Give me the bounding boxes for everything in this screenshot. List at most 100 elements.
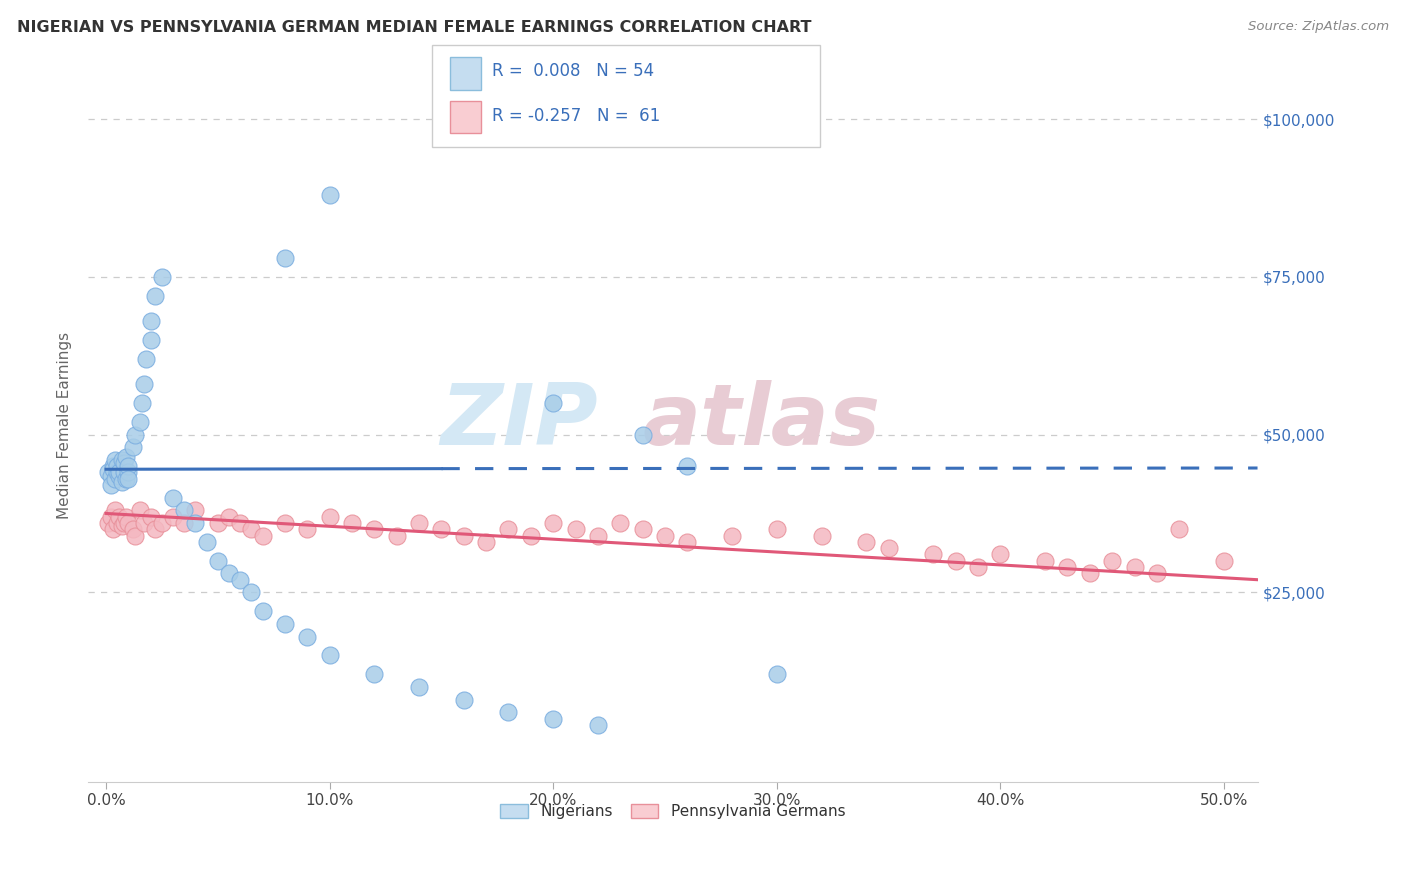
Point: [408, 516, 430, 530]
Point: [124, 427, 146, 442]
Point: [105, 459, 128, 474]
Point: [173, 503, 195, 517]
Point: [105, 516, 128, 530]
Point: [97, 466, 120, 480]
Point: [430, 522, 453, 536]
Point: [184, 503, 207, 517]
Point: [122, 522, 145, 536]
Point: [104, 452, 127, 467]
Point: [131, 396, 153, 410]
Point: [117, 459, 139, 474]
Point: [111, 452, 134, 467]
Point: [115, 450, 138, 464]
Point: [122, 440, 145, 454]
Point: [318, 509, 340, 524]
Point: [945, 554, 967, 568]
Point: [1213, 554, 1236, 568]
Point: [117, 516, 139, 530]
Point: [990, 548, 1012, 562]
Point: [173, 516, 195, 530]
Point: [363, 667, 385, 681]
Point: [143, 289, 166, 303]
Point: [453, 692, 475, 706]
Text: R =  0.008   N = 54: R = 0.008 N = 54: [492, 62, 654, 80]
Text: NIGERIAN VS PENNSYLVANIA GERMAN MEDIAN FEMALE EARNINGS CORRELATION CHART: NIGERIAN VS PENNSYLVANIA GERMAN MEDIAN F…: [17, 20, 811, 35]
Point: [1101, 554, 1123, 568]
Point: [810, 528, 832, 542]
Point: [104, 503, 127, 517]
Point: [97, 516, 120, 530]
Point: [162, 509, 184, 524]
Point: [108, 466, 131, 480]
Point: [922, 548, 945, 562]
Point: [475, 534, 498, 549]
Point: [229, 573, 252, 587]
Point: [162, 491, 184, 505]
Point: [150, 516, 173, 530]
Legend: Nigerians, Pennsylvania Germans: Nigerians, Pennsylvania Germans: [495, 798, 852, 825]
Point: [318, 648, 340, 663]
Point: [150, 269, 173, 284]
Point: [100, 509, 122, 524]
Point: [1168, 522, 1191, 536]
Point: [101, 522, 124, 536]
Point: [143, 522, 166, 536]
Point: [1123, 560, 1146, 574]
Point: [218, 509, 240, 524]
Text: R = -0.257   N =  61: R = -0.257 N = 61: [492, 107, 661, 125]
Point: [541, 396, 564, 410]
Point: [195, 534, 218, 549]
Point: [111, 475, 134, 489]
Point: [274, 251, 297, 265]
Point: [104, 472, 127, 486]
Point: [498, 522, 520, 536]
Point: [135, 351, 157, 366]
Point: [207, 516, 229, 530]
Point: [408, 680, 430, 694]
Point: [520, 528, 543, 542]
Point: [1078, 566, 1101, 581]
Point: [340, 516, 363, 530]
Point: [108, 468, 131, 483]
Point: [112, 516, 135, 530]
Point: [132, 516, 155, 530]
Point: [101, 462, 124, 476]
Point: [363, 522, 385, 536]
Point: [128, 415, 150, 429]
Point: [112, 456, 135, 470]
Point: [877, 541, 900, 556]
Point: [274, 516, 297, 530]
Point: [100, 468, 122, 483]
Point: [564, 522, 586, 536]
Point: [218, 566, 240, 581]
Point: [101, 459, 124, 474]
Point: [1033, 554, 1056, 568]
Point: [541, 516, 564, 530]
Text: ZIP: ZIP: [440, 380, 598, 464]
Point: [586, 718, 609, 732]
Point: [252, 528, 274, 542]
Point: [631, 427, 654, 442]
Text: Source: ZipAtlas.com: Source: ZipAtlas.com: [1249, 20, 1389, 33]
Point: [765, 522, 787, 536]
Point: [240, 585, 263, 599]
Point: [297, 522, 319, 536]
Point: [132, 377, 155, 392]
Point: [100, 478, 122, 492]
Point: [721, 528, 744, 542]
Point: [1146, 566, 1168, 581]
Point: [108, 509, 131, 524]
Point: [541, 712, 564, 726]
Y-axis label: Median Female Earnings: Median Female Earnings: [58, 332, 72, 518]
Point: [855, 534, 877, 549]
Point: [139, 314, 162, 328]
Point: [676, 459, 699, 474]
Point: [184, 516, 207, 530]
Point: [117, 466, 139, 480]
Point: [586, 528, 609, 542]
Point: [1056, 560, 1078, 574]
Point: [112, 466, 135, 480]
Point: [274, 616, 297, 631]
Point: [240, 522, 263, 536]
Point: [117, 472, 139, 486]
